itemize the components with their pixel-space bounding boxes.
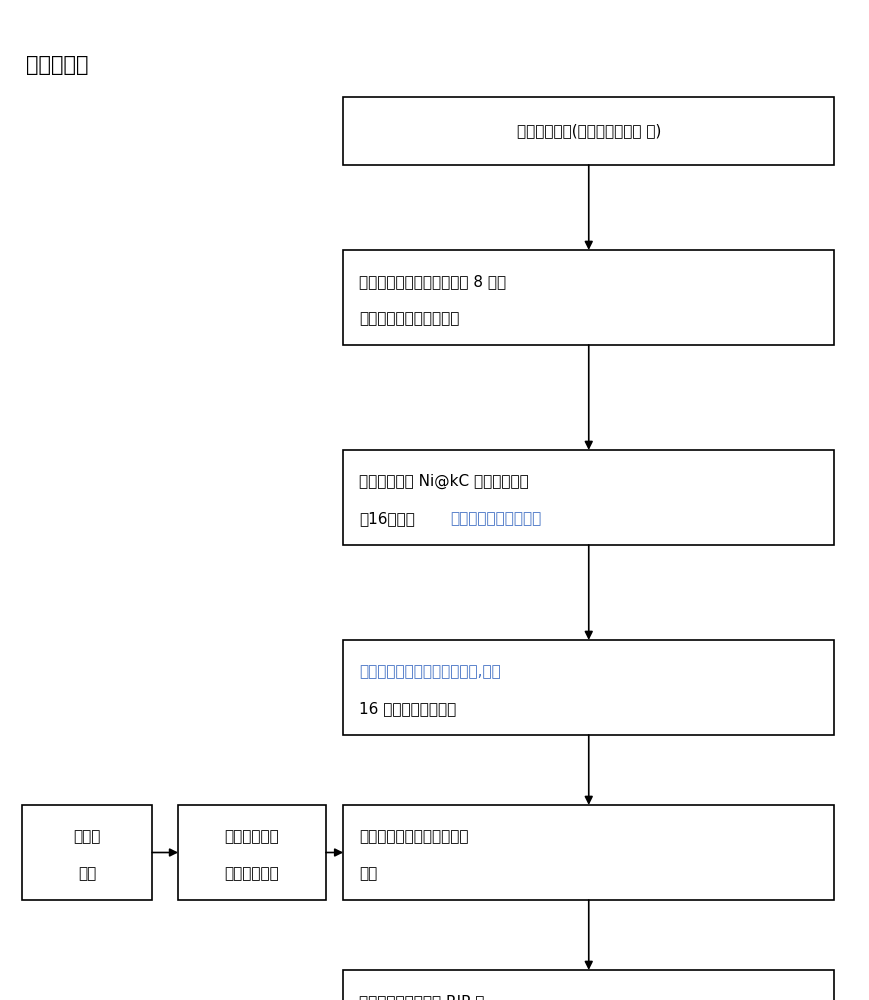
Text: 理、混合加网: 理、混合加网	[224, 866, 280, 881]
Text: 防伪信息数字化处理，生成 8 位一: 防伪信息数字化处理，生成 8 位一	[359, 274, 506, 289]
Bar	[343, 805, 834, 900]
Bar	[343, 450, 834, 545]
Text: 循环查表法调制调幅网点的: 循环查表法调制调幅网点的	[359, 829, 468, 844]
Bar	[343, 97, 834, 165]
Text: 16 位二进制调制信号: 16 位二进制调制信号	[359, 701, 456, 716]
Text: 图像栅格化处: 图像栅格化处	[224, 829, 280, 844]
Bar	[343, 250, 834, 345]
Bar	[22, 805, 152, 900]
Text: 连续调: 连续调	[73, 829, 101, 844]
Text: 原始防伪信息(图像、文字、商 标): 原始防伪信息(图像、文字、商 标)	[516, 123, 661, 138]
Text: 通过位扩展和 Ni@kC 加密运算，生: 通过位扩展和 Ni@kC 加密运算，生	[359, 474, 528, 489]
Text: 形状: 形状	[359, 866, 377, 881]
Bar	[343, 640, 834, 735]
Text: 图像: 图像	[77, 866, 96, 881]
Text: 输出嵌入防伪信息的 RIP 文: 输出嵌入防伪信息的 RIP 文	[359, 994, 484, 1000]
Text: 二进制加密防伪信息信道编码,生成: 二进制加密防伪信息信道编码,生成	[359, 664, 501, 679]
Text: 二进制加密防伪信息表: 二进制加密防伪信息表	[450, 511, 541, 526]
Bar	[343, 970, 834, 1000]
Text: 组的二进制防伪信息表。: 组的二进制防伪信息表。	[359, 311, 460, 326]
Text: 加密流程图: 加密流程图	[26, 55, 89, 75]
Text: 成16位一组: 成16位一组	[359, 511, 415, 526]
Bar	[178, 805, 326, 900]
